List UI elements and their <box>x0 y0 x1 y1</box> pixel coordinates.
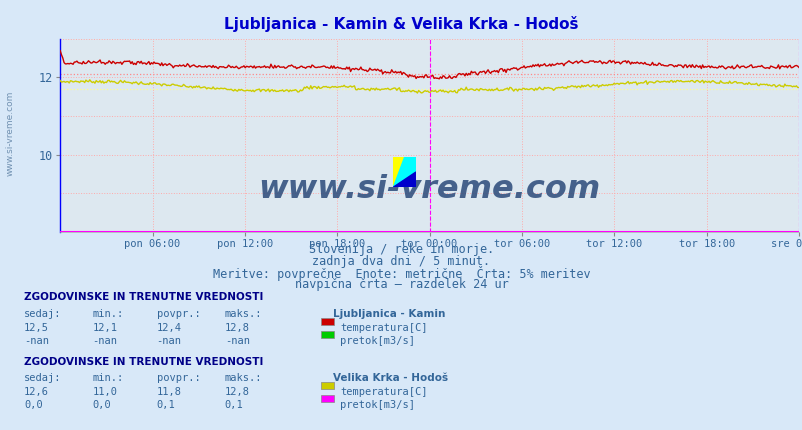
Text: 11,8: 11,8 <box>156 387 181 397</box>
Text: povpr.:: povpr.: <box>156 309 200 319</box>
Text: www.si-vreme.com: www.si-vreme.com <box>6 91 15 176</box>
Text: povpr.:: povpr.: <box>156 373 200 383</box>
Text: ZGODOVINSKE IN TRENUTNE VREDNOSTI: ZGODOVINSKE IN TRENUTNE VREDNOSTI <box>24 292 263 302</box>
Text: 12,8: 12,8 <box>225 387 249 397</box>
Text: Ljubljanica - Kamin: Ljubljanica - Kamin <box>333 309 445 319</box>
Text: Slovenija / reke in morje.: Slovenija / reke in morje. <box>309 243 493 256</box>
Text: 12,1: 12,1 <box>92 323 117 333</box>
Text: pretok[m3/s]: pretok[m3/s] <box>340 336 415 346</box>
Text: ZGODOVINSKE IN TRENUTNE VREDNOSTI: ZGODOVINSKE IN TRENUTNE VREDNOSTI <box>24 357 263 367</box>
Text: min.:: min.: <box>92 309 124 319</box>
Text: temperatura[C]: temperatura[C] <box>340 387 427 397</box>
Text: -nan: -nan <box>24 336 49 346</box>
Polygon shape <box>393 157 404 187</box>
Text: 12,6: 12,6 <box>24 387 49 397</box>
Text: pretok[m3/s]: pretok[m3/s] <box>340 400 415 410</box>
Text: 12,4: 12,4 <box>156 323 181 333</box>
Polygon shape <box>393 157 415 187</box>
Text: 0,0: 0,0 <box>92 400 111 410</box>
Text: maks.:: maks.: <box>225 309 262 319</box>
Text: 0,0: 0,0 <box>24 400 43 410</box>
Text: sedaj:: sedaj: <box>24 373 62 383</box>
Text: Meritve: povprečne  Enote: metrične  Črta: 5% meritev: Meritve: povprečne Enote: metrične Črta:… <box>213 266 589 281</box>
Text: 0,1: 0,1 <box>225 400 243 410</box>
Text: -nan: -nan <box>156 336 181 346</box>
Text: temperatura[C]: temperatura[C] <box>340 323 427 333</box>
Text: zadnja dva dni / 5 minut.: zadnja dva dni / 5 minut. <box>312 255 490 267</box>
Text: 11,0: 11,0 <box>92 387 117 397</box>
Text: 12,8: 12,8 <box>225 323 249 333</box>
Text: min.:: min.: <box>92 373 124 383</box>
Text: www.si-vreme.com: www.si-vreme.com <box>258 174 600 205</box>
Text: 0,1: 0,1 <box>156 400 175 410</box>
Text: navpična črta – razdelek 24 ur: navpična črta – razdelek 24 ur <box>294 278 508 291</box>
Text: sedaj:: sedaj: <box>24 309 62 319</box>
Text: Velika Krka - Hodoš: Velika Krka - Hodoš <box>333 373 448 383</box>
Polygon shape <box>393 172 415 187</box>
Text: 12,5: 12,5 <box>24 323 49 333</box>
Text: -nan: -nan <box>92 336 117 346</box>
Text: Ljubljanica - Kamin & Velika Krka - Hodoš: Ljubljanica - Kamin & Velika Krka - Hodo… <box>224 16 578 32</box>
Text: -nan: -nan <box>225 336 249 346</box>
Text: maks.:: maks.: <box>225 373 262 383</box>
